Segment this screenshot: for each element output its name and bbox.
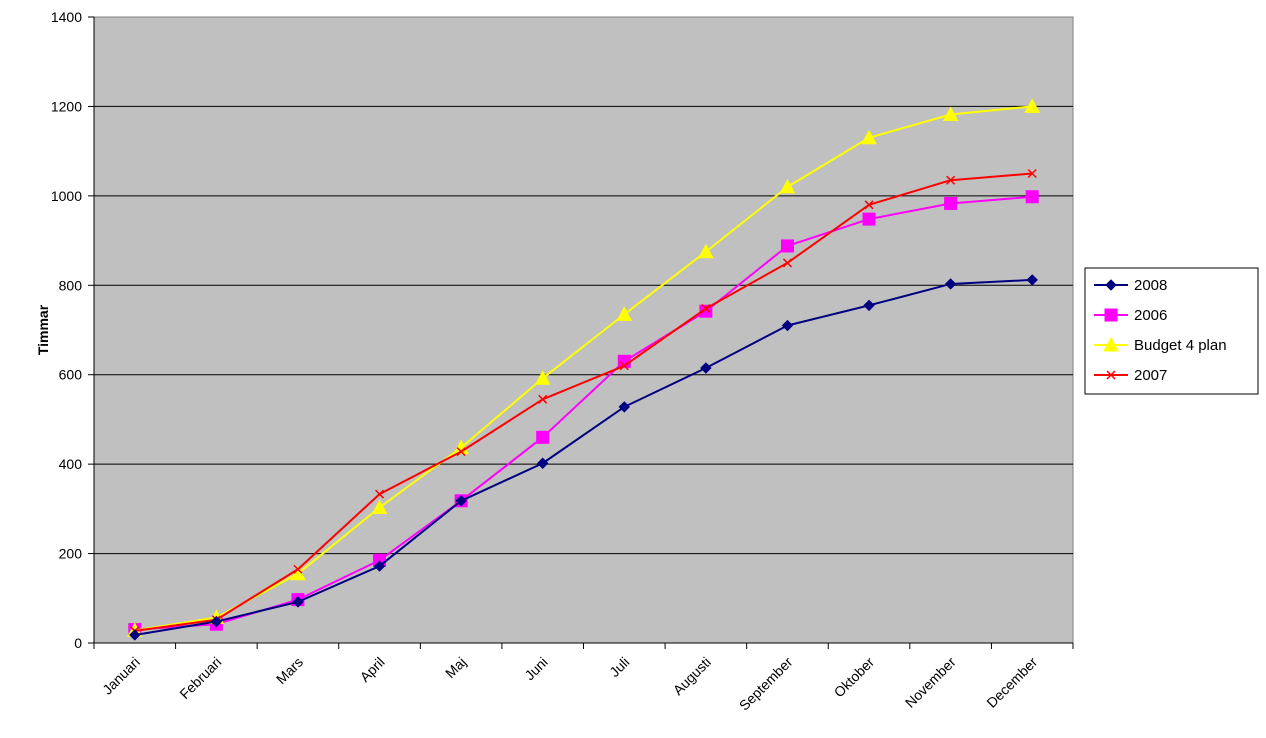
data-point-budget-4-plan: [616, 306, 633, 321]
data-point-2007: [701, 304, 711, 314]
gridlines: [94, 105, 1073, 555]
x-marker-stroke: [619, 361, 629, 371]
x-tick-label: December: [983, 654, 1040, 711]
data-point-budget-4-plan: [698, 243, 714, 259]
x-marker-stroke: [1106, 370, 1116, 380]
legend-item-2006: 2006: [1094, 307, 1167, 324]
y-tick-label: 400: [59, 456, 83, 472]
data-point-budget-4-plan: [371, 499, 388, 515]
x-marker-stroke: [1027, 168, 1037, 179]
legend-marker: [1104, 308, 1118, 322]
x-marker-stroke: [864, 200, 874, 210]
data-point-2008: [863, 299, 875, 312]
data-point-2007: [293, 564, 303, 574]
y-tick-label: 600: [59, 367, 83, 383]
series-group: [126, 98, 1041, 641]
y-tick-label: 1200: [51, 98, 82, 114]
series-line-2006: [134, 195, 1033, 631]
data-point-2007: [782, 258, 792, 268]
data-point-2008: [700, 362, 712, 374]
data-point-2006: [1025, 190, 1039, 204]
data-point-2006: [780, 239, 794, 253]
data-point-2006: [536, 430, 550, 444]
x-marker-stroke: [456, 447, 466, 457]
data-point-2007: [375, 489, 385, 499]
x-marker-stroke: [701, 304, 711, 314]
data-point-2008: [618, 401, 630, 413]
series-line-budget-4-plan: [134, 105, 1033, 632]
series-line-2008: [134, 278, 1033, 636]
data-point-2008: [455, 495, 467, 507]
legend-item-2007: 2007: [1094, 367, 1167, 384]
x-tick-label: Maj: [442, 654, 469, 681]
legend-label: 2007: [1134, 367, 1167, 384]
data-point-2007: [946, 175, 956, 185]
legend-marker: [1103, 336, 1119, 352]
y-tick-label: 1400: [51, 9, 82, 25]
y-axis-ticks: 0 200 400 600 800 1000 1200 1400: [51, 9, 94, 651]
x-tick-label: Februari: [176, 654, 224, 702]
data-point-2006: [944, 196, 958, 210]
data-point-2008: [537, 457, 549, 469]
legend: 2008 2006 Budget 4 plan 2007: [1084, 267, 1259, 395]
data-point-budget-4-plan: [534, 370, 551, 385]
x-marker-stroke: [375, 489, 385, 499]
x-tick-label: Januari: [99, 654, 143, 698]
data-point-budget-4-plan: [779, 178, 796, 194]
legend-marker: [1105, 279, 1117, 291]
x-tick-label: September: [736, 654, 796, 714]
data-point-2007: [456, 447, 466, 457]
y-tick-label: 200: [59, 546, 83, 562]
x-tick-label: Mars: [273, 654, 306, 687]
data-point-2007: [1027, 168, 1037, 179]
data-point-2008: [210, 615, 223, 628]
legend-label: 2008: [1134, 277, 1167, 294]
data-point-2008: [1026, 274, 1038, 286]
data-point-2008: [944, 278, 957, 290]
x-tick-label: April: [357, 654, 388, 685]
data-point-2008: [781, 319, 794, 332]
legend-marker: [1106, 370, 1116, 380]
y-tick-label: 1000: [51, 188, 82, 204]
y-tick-label: 0: [74, 635, 82, 651]
data-point-2008: [373, 560, 386, 572]
data-point-2008: [129, 629, 141, 641]
series-2008: [129, 274, 1038, 641]
data-point-2007: [619, 361, 629, 371]
y-tick-label: 800: [59, 277, 83, 293]
data-point-2007: [538, 394, 548, 404]
x-marker-stroke: [293, 564, 303, 574]
data-point-budget-4-plan: [861, 129, 877, 145]
plot-area: [93, 16, 1074, 644]
data-point-2007: [864, 200, 874, 210]
x-tick-label: Juli: [606, 654, 632, 680]
x-tick-label: November: [902, 654, 959, 711]
legend-label: 2006: [1134, 307, 1167, 324]
legend-label: Budget 4 plan: [1134, 337, 1227, 354]
x-tick-label: Juni: [521, 654, 550, 683]
data-point-2006: [862, 212, 876, 226]
data-point-budget-4-plan: [942, 106, 959, 121]
data-point-budget-4-plan: [1024, 98, 1041, 113]
x-tick-label: Augusti: [670, 654, 714, 698]
x-axis-ticks: Januari Februari Mars April Maj Juni Juli Augus…: [93, 643, 1074, 714]
legend-item-2008: 2008: [1094, 277, 1167, 294]
legend-item-budget-4-plan: Budget 4 plan: [1094, 336, 1227, 354]
series-line-2007: [134, 172, 1033, 632]
data-point-2008: [292, 596, 304, 608]
data-point-2006: [699, 304, 713, 318]
x-marker-stroke: [538, 394, 548, 404]
y-axis-title: Timmar: [35, 304, 51, 355]
x-marker-stroke: [782, 258, 792, 268]
x-marker-stroke: [946, 175, 956, 185]
x-tick-label: Oktober: [831, 654, 878, 701]
